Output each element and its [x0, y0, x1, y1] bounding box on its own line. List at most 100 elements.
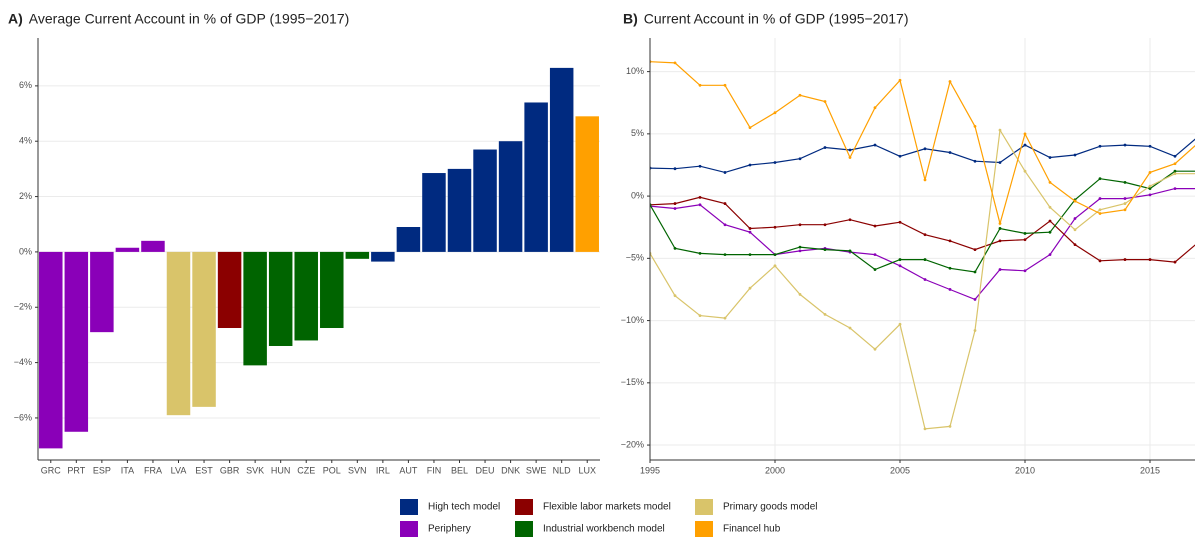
series-line: [650, 61, 1195, 226]
y-tick-label: 0%: [19, 246, 32, 256]
data-point: [1048, 205, 1052, 209]
data-point: [998, 268, 1002, 271]
data-point: [698, 164, 702, 168]
data-point: [748, 286, 752, 290]
data-point: [1148, 187, 1152, 191]
data-point: [773, 264, 777, 268]
data-point: [898, 78, 902, 82]
legend-swatch: [400, 521, 418, 537]
x-tick-label: DEU: [476, 465, 495, 475]
data-point: [673, 207, 677, 210]
data-point: [998, 239, 1002, 243]
x-tick-label: DNK: [501, 465, 520, 475]
y-tick-label: −2%: [14, 302, 32, 312]
data-point: [673, 294, 677, 298]
plot-area: [650, 60, 1195, 431]
data-point: [723, 171, 727, 174]
data-point: [898, 258, 902, 261]
data-point: [1123, 258, 1127, 261]
legend-swatch: [695, 499, 713, 515]
data-point: [673, 202, 677, 205]
data-point: [898, 264, 902, 268]
bar: [345, 251, 370, 259]
data-point: [1123, 197, 1127, 200]
legend-swatch: [515, 499, 533, 515]
data-point: [1098, 208, 1102, 212]
x-tick-label: IRL: [376, 465, 390, 475]
data-point: [873, 224, 877, 228]
x-tick-label: BEL: [451, 465, 468, 475]
bar: [473, 149, 497, 252]
data-point: [848, 326, 852, 330]
data-point: [973, 270, 977, 274]
data-point: [1023, 143, 1027, 147]
data-point: [698, 203, 702, 207]
data-point: [923, 178, 927, 182]
y-tick-label: 5%: [631, 128, 644, 138]
data-point: [823, 248, 827, 252]
data-point: [723, 253, 727, 257]
x-tick-label: AUT: [399, 465, 418, 475]
x-tick-label: GBR: [220, 465, 240, 475]
data-point: [923, 258, 927, 261]
series-line: [650, 170, 1195, 273]
data-point: [723, 316, 727, 320]
y-tick-label: −5%: [626, 253, 644, 263]
y-tick-label: 6%: [19, 80, 32, 90]
bar: [320, 251, 344, 329]
data-point: [873, 106, 877, 110]
data-point: [873, 143, 877, 147]
data-point: [673, 61, 677, 65]
y-tick-label: −15%: [621, 377, 644, 387]
series-line: [650, 138, 1195, 174]
legend-label: Industrial workbench model: [543, 524, 665, 535]
data-point: [1073, 199, 1077, 203]
data-point: [1123, 143, 1127, 147]
x-tick-label: PRT: [67, 465, 85, 475]
legend-label: Financel hub: [723, 524, 781, 535]
data-point: [1148, 193, 1152, 197]
data-point: [1173, 162, 1177, 166]
data-point: [898, 154, 902, 158]
data-point: [773, 161, 777, 164]
x-tick-label: SWE: [526, 465, 547, 475]
x-tick-label: ESP: [93, 465, 111, 475]
data-point: [1048, 181, 1052, 184]
data-point: [1098, 197, 1102, 200]
data-point: [948, 266, 952, 270]
data-point: [1098, 144, 1102, 148]
data-point: [1148, 258, 1152, 261]
data-point: [1023, 238, 1027, 242]
data-point: [1123, 202, 1127, 205]
data-point: [973, 248, 977, 252]
panel-label: B): [623, 11, 638, 27]
bar: [115, 247, 140, 252]
data-point: [723, 223, 727, 227]
bar: [90, 251, 114, 333]
y-tick-label: 10%: [626, 66, 644, 76]
y-tick-label: −6%: [14, 412, 32, 422]
bar: [549, 67, 574, 252]
x-tick-label: 2000: [765, 465, 785, 475]
x-tick-label: LUX: [578, 465, 596, 475]
legend-label: Periphery: [428, 524, 471, 535]
data-point: [1173, 169, 1177, 173]
data-point: [1023, 169, 1027, 173]
bar: [371, 251, 395, 262]
data-point: [723, 202, 727, 205]
data-point: [698, 314, 702, 317]
y-tick-label: 2%: [19, 191, 32, 201]
data-point: [973, 124, 977, 128]
bar: [192, 251, 216, 407]
data-point: [748, 163, 752, 167]
bar: [422, 173, 446, 252]
data-point: [773, 111, 777, 115]
x-tick-label: SVN: [348, 465, 367, 475]
data-point: [673, 167, 677, 171]
data-point: [1098, 259, 1102, 263]
bar: [498, 141, 523, 252]
data-point: [798, 249, 802, 253]
series-line: [650, 188, 1195, 301]
data-point: [1073, 228, 1077, 232]
